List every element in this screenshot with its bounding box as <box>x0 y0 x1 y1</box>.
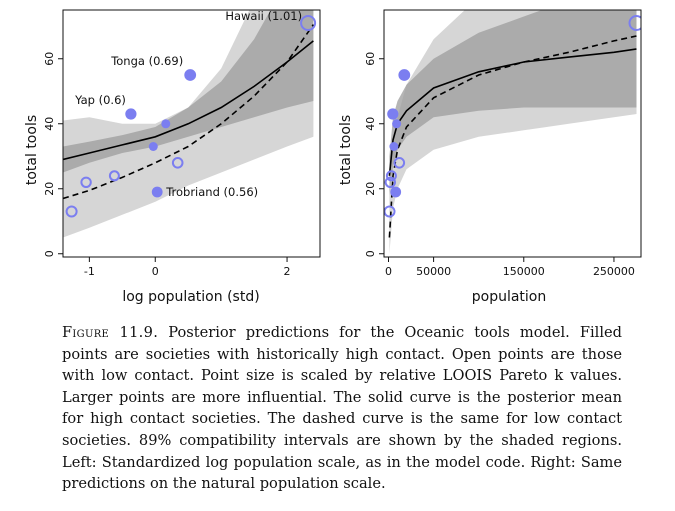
right-interval-band-high-contact <box>389 10 637 196</box>
left-point-label: Hawaii (1.01) <box>225 9 302 23</box>
left-point-high-contact <box>148 142 158 151</box>
left-x-tick-label: 2 <box>284 265 291 278</box>
right-plot-frame <box>383 9 642 258</box>
right-point-low-contact <box>385 170 397 182</box>
left-point-low-contact <box>171 157 184 169</box>
right-point-high-contact <box>389 142 399 151</box>
right-mean-curve-high-contact <box>388 48 637 176</box>
right-y-tick-label: 60 <box>364 52 377 66</box>
caption-lead: Figure 11.9. <box>62 324 159 341</box>
right-panel: 0 50000 150000 250000 0 20 40 60 population tot… <box>338 9 642 305</box>
left-point-label: Yap (0.6) <box>74 93 126 107</box>
left-interval-band-high-contact <box>63 10 314 173</box>
left-y-tick-label: 40 <box>43 117 56 131</box>
left-x-tick-label: 0 <box>152 265 159 278</box>
left-mean-curve-high-contact <box>63 40 314 161</box>
left-y-tick-label: 20 <box>43 182 56 196</box>
left-data-points <box>65 15 317 218</box>
figure-panels: Hawaii (1.01) Tonga (0.69) Yap (0.6) Trobri… <box>24 9 642 305</box>
left-panel: Hawaii (1.01) Tonga (0.69) Yap (0.6) Trobri… <box>24 9 321 305</box>
right-point-low-contact <box>384 176 396 189</box>
right-x-axis-label: population <box>472 289 547 305</box>
left-y-tick-label: 60 <box>43 52 56 66</box>
right-point-high-contact <box>387 108 399 120</box>
right-x-tick-label: 250000 <box>593 265 635 278</box>
right-point-high-contact <box>392 119 402 129</box>
right-axes: 0 50000 150000 250000 0 20 40 60 <box>364 52 635 278</box>
right-interval-bands <box>389 10 637 254</box>
right-data-points <box>384 15 641 218</box>
right-y-axis-label: total tools <box>338 115 354 185</box>
left-x-axis-label: log population (std) <box>122 289 259 305</box>
right-point-high-contact <box>390 186 402 198</box>
left-point-labels: Hawaii (1.01) Tonga (0.69) Yap (0.6) Trobri… <box>74 9 302 199</box>
right-y-tick-label: 40 <box>364 117 377 131</box>
left-mean-curve-low-contact <box>63 24 315 200</box>
right-x-tick-label: 150000 <box>503 265 545 278</box>
left-point-high-contact <box>125 108 137 120</box>
right-point-low-contact <box>628 15 641 31</box>
right-point-high-contact <box>398 69 411 81</box>
left-interval-bands <box>63 10 314 238</box>
left-point-low-contact <box>108 170 120 182</box>
figure-caption: Figure 11.9. Posterior predictions for t… <box>62 322 622 495</box>
left-point-high-contact <box>184 69 197 81</box>
left-point-high-contact <box>161 119 171 129</box>
caption-text: Posterior predictions for the Oceanic to… <box>62 324 623 493</box>
left-point-label: Tonga (0.69) <box>110 54 183 68</box>
left-point-low-contact <box>65 205 78 218</box>
left-point-high-contact <box>151 186 163 198</box>
left-point-label: Trobriand (0.56) <box>165 185 258 199</box>
right-x-tick-label: 50000 <box>416 265 451 278</box>
left-plot-frame <box>62 9 321 258</box>
right-point-low-contact <box>393 157 406 169</box>
left-point-low-contact <box>80 176 92 189</box>
left-y-tick-label: 0 <box>43 250 56 257</box>
right-x-tick-label: 0 <box>385 265 392 278</box>
left-mean-curves <box>63 24 315 200</box>
right-y-tick-label: 0 <box>364 250 377 257</box>
right-y-tick-label: 20 <box>364 182 377 196</box>
left-x-tick-label: -1 <box>84 265 95 278</box>
left-point-low-contact <box>300 15 317 31</box>
left-y-axis-label: total tools <box>24 115 40 185</box>
